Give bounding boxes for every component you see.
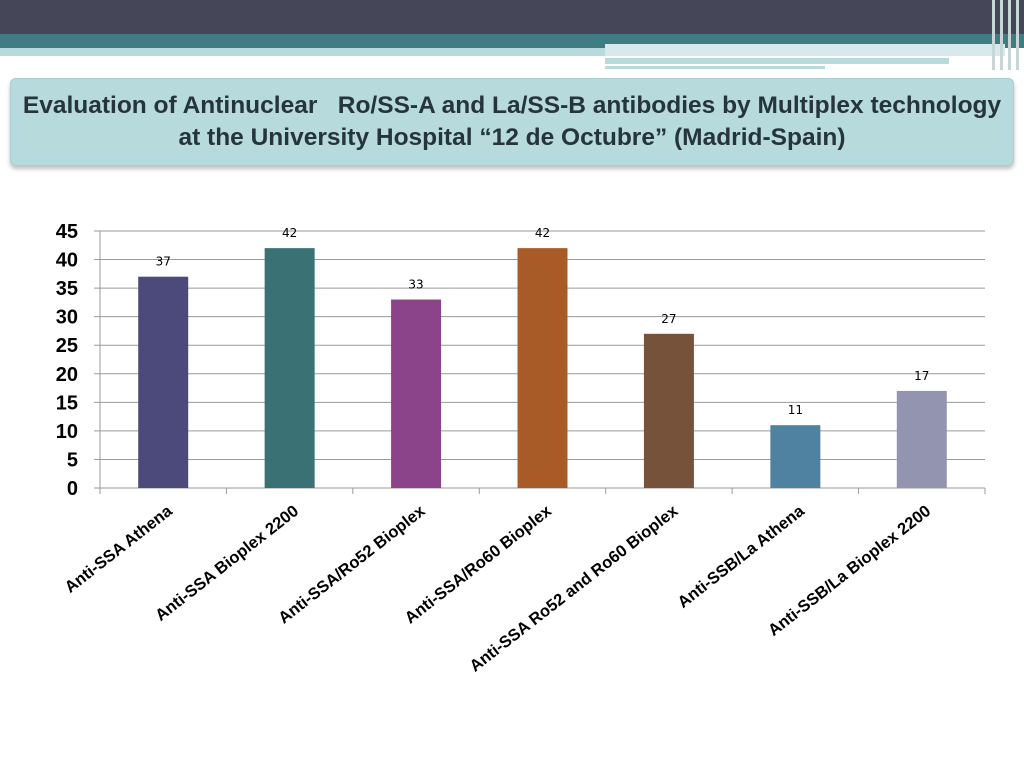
chart-canvas: 0 5 10 15 20 25 30 35 40 45 37 Anti-SSA Athena 42 Ant… [56,221,986,676]
y-tick-label: 35 [56,278,78,300]
header-accent-stripe-right [605,44,1005,56]
header-accent-stripe [0,48,605,56]
bar [896,390,947,488]
header-vertical-line [992,0,995,70]
data-label: 17 [914,369,929,383]
bar-chart: 0 5 10 15 20 25 30 35 40 45 37 Anti-SSA Athena 42 Ant… [0,200,1024,768]
bar [391,299,442,488]
data-label: 11 [788,403,803,417]
header-vertical-line [1008,0,1011,70]
y-tick-label: 15 [56,392,78,414]
data-label: 37 [156,255,171,269]
data-label: 27 [661,312,676,326]
header-dark-band [0,0,1024,34]
header-vertical-line [1000,0,1003,70]
header-accent-line [605,58,949,64]
x-tick-label: Anti-SSA Bioplex 2200 [152,502,302,625]
x-tick-label: Anti-SSA Ro52 and Ro60 Bioplex [466,501,682,675]
y-tick-label: 45 [56,221,78,243]
slide-title: Evaluation of Antinuclear Ro/SS-A and La… [22,92,1008,151]
y-tick-label: 0 [67,478,78,500]
bar [138,276,189,488]
bar [517,248,568,488]
data-label: 33 [408,278,423,292]
x-tick-label: Anti-SSA Athena [62,501,177,596]
header-vertical-line [1016,0,1019,70]
x-tick-label: Anti-SSB/La Athena [674,501,808,611]
y-tick-label: 20 [56,364,78,386]
header-accent-line-short [605,66,825,69]
bar [770,425,821,488]
data-label: 42 [282,226,297,240]
bar [264,248,315,488]
y-tick-label: 25 [56,335,78,357]
data-label: 42 [535,226,550,240]
y-tick-label: 10 [56,421,78,443]
title-box: Evaluation of Antinuclear Ro/SS-A and La… [10,78,1014,166]
y-tick-label: 30 [56,307,78,329]
y-tick-label: 5 [67,449,78,471]
bar [643,333,694,488]
y-tick-label: 40 [56,250,78,272]
